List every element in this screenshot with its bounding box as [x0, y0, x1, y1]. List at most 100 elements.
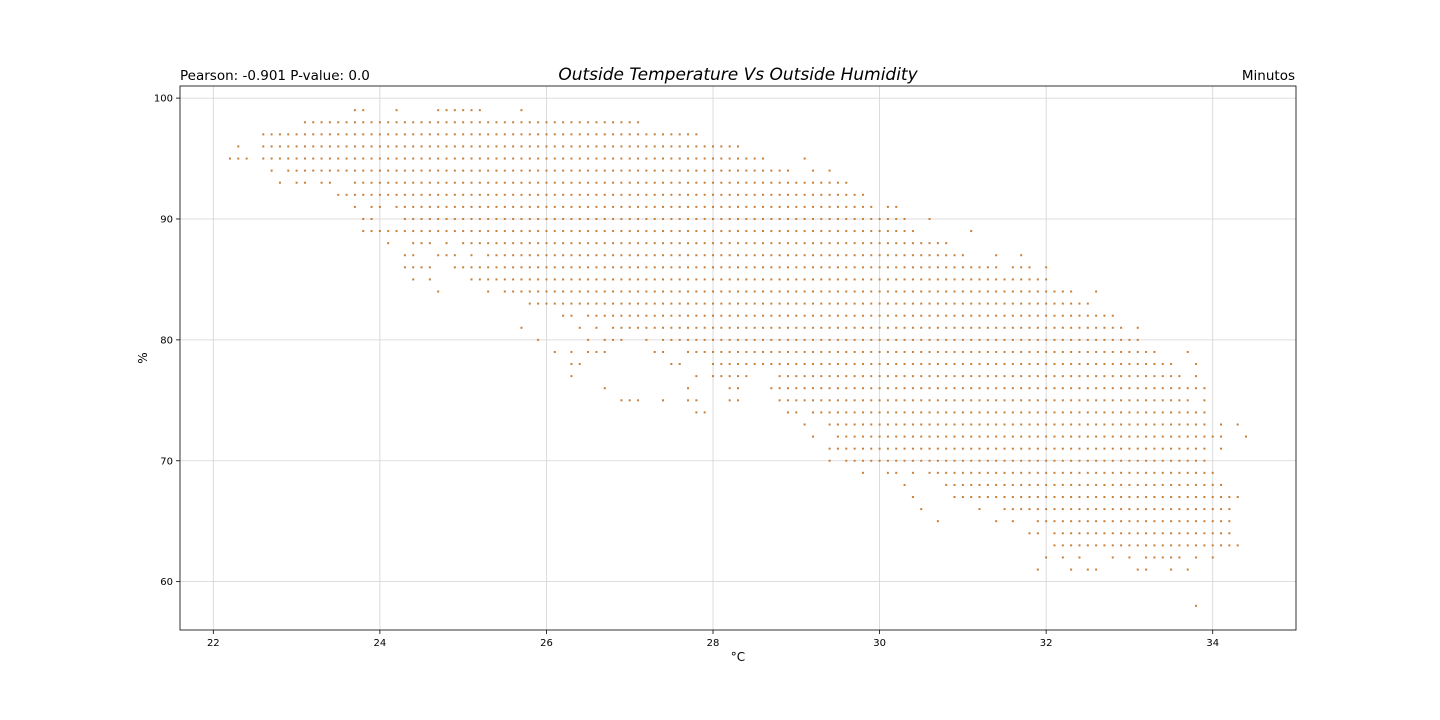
data-point — [403, 121, 406, 124]
data-point — [1120, 471, 1123, 474]
data-point — [437, 254, 440, 257]
data-point — [1028, 363, 1031, 366]
data-point — [1111, 399, 1114, 402]
data-point — [986, 496, 989, 499]
data-point — [670, 157, 673, 160]
data-point — [537, 205, 540, 208]
data-point — [495, 193, 498, 196]
data-point — [920, 508, 923, 511]
data-point — [786, 169, 789, 172]
data-point — [928, 423, 931, 426]
data-point — [861, 217, 864, 220]
data-point — [578, 326, 581, 329]
data-point — [695, 242, 698, 245]
data-point — [1070, 447, 1073, 450]
data-point — [961, 496, 964, 499]
data-point — [936, 520, 939, 523]
data-point — [878, 411, 881, 414]
data-point — [753, 266, 756, 269]
data-point — [637, 266, 640, 269]
data-point — [903, 483, 906, 486]
data-point — [495, 145, 498, 148]
data-point — [1070, 399, 1073, 402]
data-point — [1120, 375, 1123, 378]
data-point — [978, 508, 981, 511]
data-point — [1195, 544, 1198, 547]
data-point — [970, 230, 973, 233]
data-point — [1011, 302, 1014, 305]
data-point — [845, 326, 848, 329]
data-point — [412, 169, 415, 172]
data-point — [520, 205, 523, 208]
data-point — [970, 363, 973, 366]
data-point — [911, 411, 914, 414]
data-point — [1070, 363, 1073, 366]
data-point — [886, 230, 889, 233]
data-point — [878, 423, 881, 426]
data-point — [403, 230, 406, 233]
data-point — [653, 230, 656, 233]
data-point — [678, 314, 681, 317]
data-point — [786, 338, 789, 341]
data-point — [1028, 447, 1031, 450]
data-point — [928, 254, 931, 257]
data-point — [853, 193, 856, 196]
data-point — [928, 338, 931, 341]
data-point — [1136, 459, 1139, 462]
data-point — [720, 290, 723, 293]
data-point — [961, 326, 964, 329]
data-point — [1020, 338, 1023, 341]
data-point — [761, 193, 764, 196]
data-point — [420, 169, 423, 172]
data-point — [653, 181, 656, 184]
data-point — [770, 363, 773, 366]
data-point — [637, 290, 640, 293]
data-point — [637, 278, 640, 281]
data-point — [945, 242, 948, 245]
data-point — [562, 278, 565, 281]
data-point — [412, 121, 415, 124]
data-point — [603, 145, 606, 148]
x-tick-label: 34 — [1206, 638, 1219, 649]
data-point — [953, 447, 956, 450]
data-point — [1011, 411, 1014, 414]
data-point — [761, 217, 764, 220]
data-point — [387, 145, 390, 148]
data-point — [861, 375, 864, 378]
data-point — [670, 363, 673, 366]
data-point — [1003, 423, 1006, 426]
data-point — [445, 133, 448, 136]
data-point — [612, 133, 615, 136]
data-point — [387, 133, 390, 136]
data-point — [1011, 278, 1014, 281]
data-point — [1053, 544, 1056, 547]
data-point — [1120, 411, 1123, 414]
data-point — [670, 217, 673, 220]
data-point — [412, 133, 415, 136]
data-point — [820, 242, 823, 245]
data-point — [828, 193, 831, 196]
data-point — [703, 242, 706, 245]
data-point — [953, 375, 956, 378]
data-point — [1236, 496, 1239, 499]
data-point — [420, 242, 423, 245]
data-point — [1136, 520, 1139, 523]
data-point — [995, 520, 998, 523]
data-point — [1195, 471, 1198, 474]
data-point — [312, 169, 315, 172]
data-point — [811, 326, 814, 329]
data-point — [737, 314, 739, 317]
data-point — [853, 363, 856, 366]
data-point — [712, 169, 715, 172]
data-point — [578, 205, 581, 208]
data-point — [1111, 326, 1114, 329]
data-point — [637, 254, 640, 257]
data-point — [970, 496, 973, 499]
data-point — [811, 205, 814, 208]
data-point — [828, 181, 831, 184]
data-point — [911, 399, 914, 402]
data-point — [545, 230, 548, 233]
data-point — [1111, 556, 1114, 559]
data-point — [678, 133, 681, 136]
data-point — [920, 278, 923, 281]
